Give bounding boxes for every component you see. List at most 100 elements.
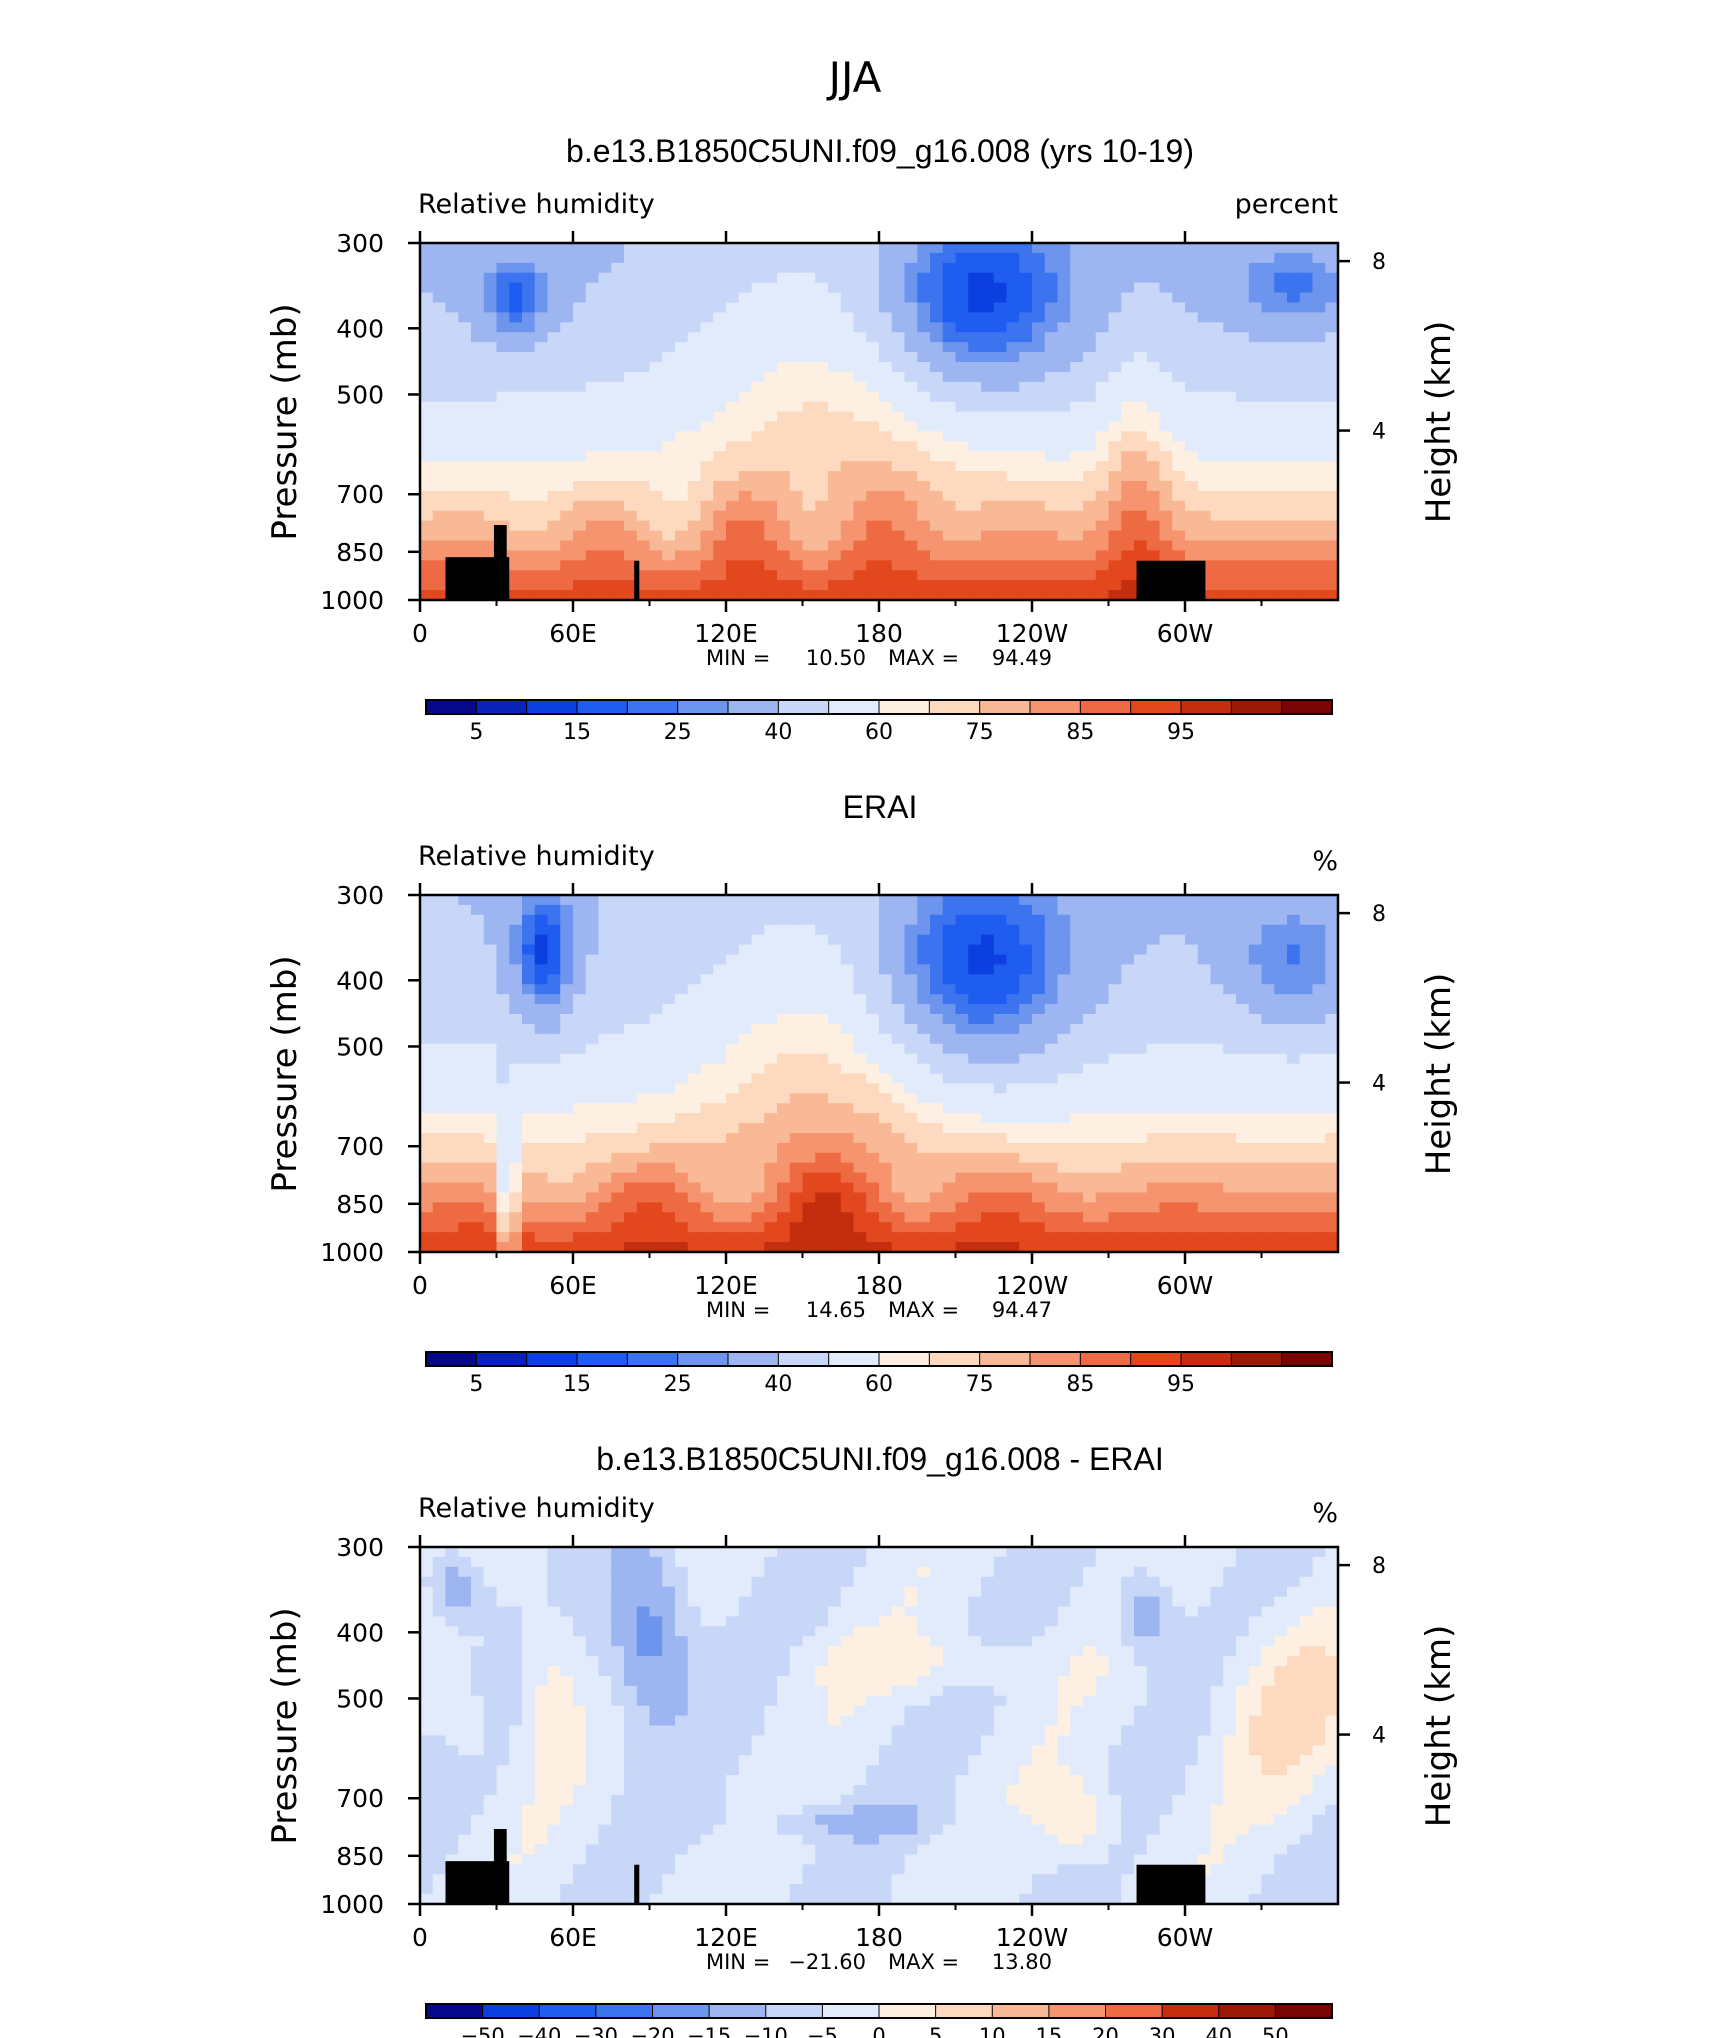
field-cell [815, 1162, 829, 1174]
field-cell [777, 1063, 791, 1075]
field-cell [522, 914, 536, 926]
field-cell [1197, 500, 1212, 512]
field-cell [840, 590, 855, 600]
field-cell [802, 490, 816, 502]
field-cell [981, 560, 995, 571]
field-cell [904, 520, 918, 532]
field-cell [675, 312, 689, 323]
field-cell [598, 312, 612, 323]
field-cell [458, 1083, 472, 1094]
field-cell [432, 1053, 447, 1065]
field-cell [777, 1073, 791, 1085]
field-cell [1006, 914, 1020, 926]
field-cell [1236, 520, 1250, 532]
field-cell [687, 471, 702, 482]
field-cell [1044, 1103, 1059, 1114]
field-cell [483, 411, 498, 423]
field-cell [713, 342, 727, 353]
field-cell [458, 1162, 472, 1174]
field-cell [993, 252, 1008, 264]
field-cell [1210, 1053, 1224, 1065]
field-cell [1019, 1053, 1033, 1065]
field-cell [726, 302, 740, 314]
field-cell [1057, 1182, 1071, 1194]
field-cell [471, 944, 485, 956]
field-cell [662, 1083, 676, 1094]
field-cell [738, 580, 753, 591]
field-cell [1274, 252, 1288, 264]
field-cell [828, 282, 842, 294]
field-cell [585, 974, 600, 985]
field-cell [534, 381, 549, 393]
field-cell [445, 1093, 459, 1104]
field-cell [904, 362, 918, 373]
field-cell [1223, 1073, 1237, 1085]
field-cell [738, 272, 753, 284]
field-cell [1159, 1133, 1173, 1144]
field-cell [547, 471, 561, 482]
field-cell [917, 1133, 931, 1144]
field-cell [611, 342, 625, 353]
field-cell [930, 550, 944, 561]
field-cell [547, 1063, 561, 1075]
field-cell [700, 322, 714, 333]
field-cell [1057, 1043, 1071, 1055]
field-cell [1261, 994, 1275, 1005]
field-cell [764, 252, 778, 264]
field-cell [509, 1212, 523, 1223]
field-cell [942, 1053, 957, 1065]
field-cell [420, 1162, 434, 1174]
field-cell [955, 292, 969, 304]
panel-title: ERAI [843, 789, 918, 825]
field-cell [726, 994, 740, 1005]
field-cell [420, 322, 434, 333]
field-cell [1070, 362, 1084, 373]
field-cell [700, 1004, 714, 1015]
field-cell [840, 431, 855, 442]
field-cell [1146, 1063, 1161, 1075]
field-cell [573, 1053, 587, 1065]
field-cell [420, 1123, 434, 1134]
field-cell [1248, 590, 1263, 600]
field-cell [1032, 590, 1046, 600]
field-cell [815, 262, 829, 274]
field-cell [1261, 381, 1275, 393]
field-cell [1044, 1014, 1059, 1025]
field-cell [649, 451, 663, 462]
field-cell [636, 510, 651, 522]
field-cell [585, 994, 600, 1005]
field-cell [1172, 934, 1186, 946]
field-cell [1261, 1133, 1275, 1144]
field-cell [522, 1172, 536, 1184]
field-cell [1172, 500, 1186, 512]
field-cell [483, 934, 498, 946]
field-cell [942, 1103, 957, 1114]
field-cell [1146, 974, 1161, 985]
field-cell [649, 1103, 663, 1114]
field-cell [1057, 451, 1071, 462]
field-cell [1083, 411, 1097, 423]
field-cell [573, 560, 587, 571]
field-cell [445, 401, 459, 413]
field-cell [496, 1053, 510, 1065]
field-cell [726, 1053, 740, 1065]
field-cell [1121, 1123, 1135, 1134]
field-cell [1108, 481, 1122, 492]
field-cell [636, 1043, 651, 1055]
field-cell [420, 1152, 434, 1164]
field-cell [1299, 530, 1314, 542]
field-cell [917, 964, 931, 975]
field-cell [1210, 371, 1224, 383]
field-cell [1134, 500, 1148, 512]
field-cell [522, 1053, 536, 1065]
field-cell [840, 391, 855, 403]
field-cell [828, 1192, 842, 1204]
field-cell [1210, 441, 1224, 452]
field-cell [649, 1113, 663, 1124]
field-cell [1210, 590, 1224, 600]
field-cell [1312, 481, 1326, 492]
field-cell [611, 994, 625, 1005]
field-cell [917, 312, 931, 323]
field-cell [611, 924, 625, 936]
field-cell [1134, 1033, 1148, 1045]
